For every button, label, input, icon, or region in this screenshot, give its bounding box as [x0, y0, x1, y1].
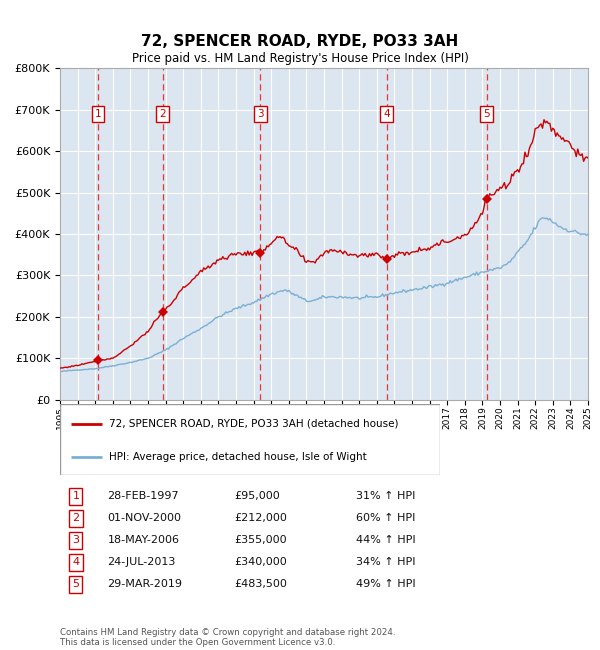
Text: £355,000: £355,000: [234, 536, 287, 545]
Text: 72, SPENCER ROAD, RYDE, PO33 3AH: 72, SPENCER ROAD, RYDE, PO33 3AH: [142, 34, 458, 49]
Text: 28-FEB-1997: 28-FEB-1997: [107, 491, 179, 501]
Text: 24-JUL-2013: 24-JUL-2013: [107, 558, 176, 567]
Text: 2: 2: [159, 109, 166, 119]
Text: 5: 5: [73, 580, 79, 590]
Text: 1: 1: [95, 109, 101, 119]
Text: £483,500: £483,500: [234, 580, 287, 590]
Text: 1: 1: [73, 491, 79, 501]
Text: 31% ↑ HPI: 31% ↑ HPI: [356, 491, 415, 501]
Text: 01-NOV-2000: 01-NOV-2000: [107, 514, 182, 523]
Text: 18-MAY-2006: 18-MAY-2006: [107, 536, 179, 545]
Text: 5: 5: [484, 109, 490, 119]
Text: 44% ↑ HPI: 44% ↑ HPI: [356, 536, 415, 545]
Text: £212,000: £212,000: [234, 514, 287, 523]
Text: 49% ↑ HPI: 49% ↑ HPI: [356, 580, 415, 590]
Text: Contains HM Land Registry data © Crown copyright and database right 2024.: Contains HM Land Registry data © Crown c…: [60, 628, 395, 637]
Text: 3: 3: [73, 536, 79, 545]
Text: 4: 4: [383, 109, 390, 119]
Text: 34% ↑ HPI: 34% ↑ HPI: [356, 558, 415, 567]
Text: £340,000: £340,000: [234, 558, 287, 567]
Text: 72, SPENCER ROAD, RYDE, PO33 3AH (detached house): 72, SPENCER ROAD, RYDE, PO33 3AH (detach…: [109, 419, 399, 429]
Text: This data is licensed under the Open Government Licence v3.0.: This data is licensed under the Open Gov…: [60, 638, 335, 647]
Text: 60% ↑ HPI: 60% ↑ HPI: [356, 514, 415, 523]
Text: Price paid vs. HM Land Registry's House Price Index (HPI): Price paid vs. HM Land Registry's House …: [131, 52, 469, 65]
Text: 29-MAR-2019: 29-MAR-2019: [107, 580, 182, 590]
Text: 2: 2: [72, 514, 79, 523]
Text: £95,000: £95,000: [234, 491, 280, 501]
Text: HPI: Average price, detached house, Isle of Wight: HPI: Average price, detached house, Isle…: [109, 452, 367, 462]
Text: 3: 3: [257, 109, 263, 119]
Text: 4: 4: [72, 558, 79, 567]
